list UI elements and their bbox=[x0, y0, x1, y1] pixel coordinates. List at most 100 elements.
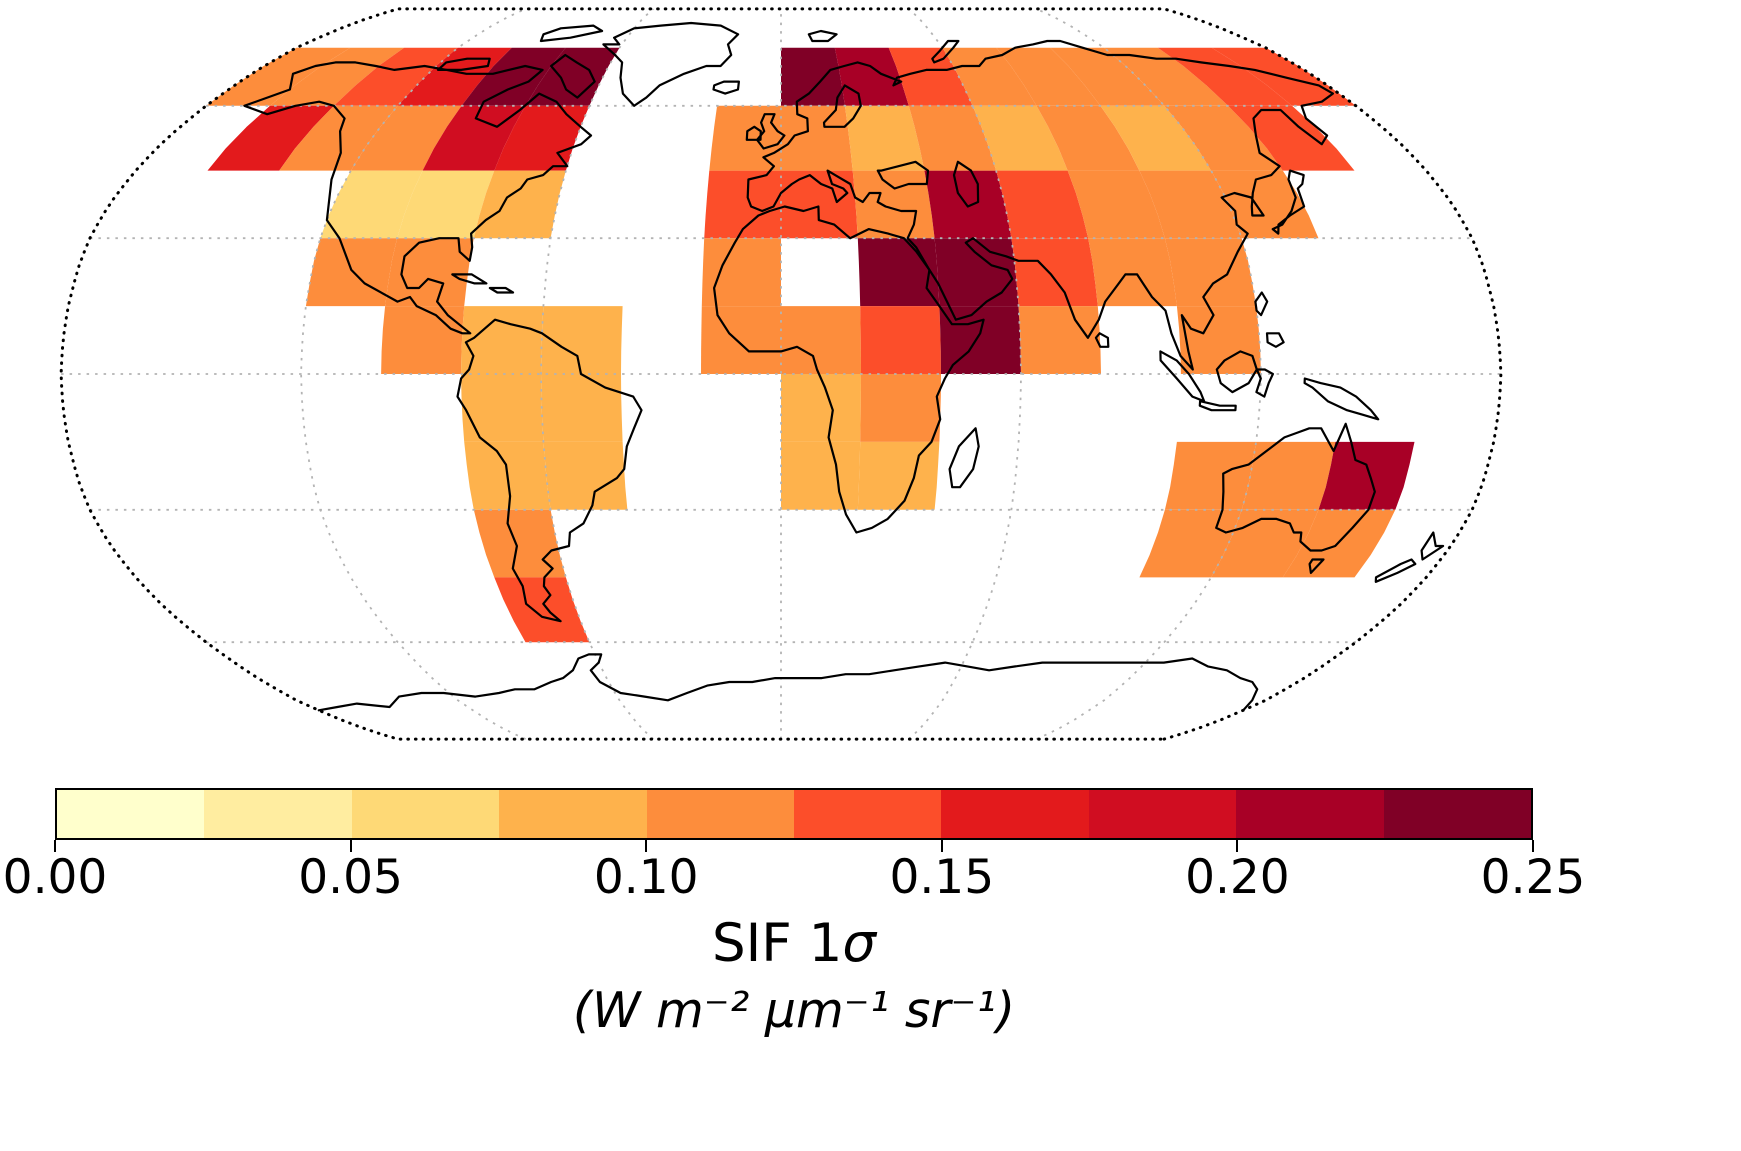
map-cell bbox=[908, 105, 997, 171]
map-cell bbox=[206, 47, 351, 106]
map-cells bbox=[206, 47, 1415, 643]
colorbar-segment bbox=[794, 790, 942, 838]
colorbar-tick-label: 0.05 bbox=[298, 850, 403, 905]
map-cell bbox=[781, 374, 861, 442]
coastline-path bbox=[436, 57, 491, 71]
map-cell bbox=[320, 170, 423, 239]
colorbar-segment bbox=[1383, 790, 1532, 838]
map-cell bbox=[1018, 306, 1101, 374]
coastline-path bbox=[948, 427, 980, 489]
map-cell bbox=[1067, 170, 1165, 239]
coastline-path bbox=[550, 53, 596, 99]
colorbar-tick-label: 0.10 bbox=[593, 850, 699, 905]
map-cell bbox=[860, 306, 941, 374]
colorbar-segment bbox=[1088, 790, 1237, 838]
graticule-meridian bbox=[540, 8, 654, 740]
coastline-path bbox=[451, 273, 488, 285]
map-cell bbox=[996, 47, 1101, 106]
map-cell bbox=[996, 170, 1089, 239]
map-cell bbox=[1164, 105, 1283, 171]
map-cell bbox=[852, 170, 935, 239]
colorbar-tick-label: 0.25 bbox=[1480, 850, 1586, 905]
map-cell bbox=[350, 105, 462, 171]
map-cell bbox=[1228, 105, 1355, 171]
colorbar-tick-mark bbox=[1532, 840, 1534, 852]
colorbar-label-text: SIF 1 bbox=[712, 913, 843, 974]
graticule-meridian bbox=[1036, 8, 1262, 740]
coastline-path bbox=[456, 318, 643, 623]
map-cell bbox=[1164, 238, 1257, 307]
colorbar-segment bbox=[204, 790, 352, 838]
map-cell bbox=[333, 47, 458, 106]
graticule-meridian bbox=[908, 8, 1022, 740]
map-cell bbox=[270, 47, 405, 106]
map-cell bbox=[934, 238, 1019, 307]
coastline-path bbox=[1094, 332, 1110, 348]
map-cell bbox=[541, 374, 623, 442]
map-cell bbox=[541, 306, 623, 374]
coastline-path bbox=[1198, 400, 1237, 412]
graticule-meridian bbox=[300, 8, 526, 740]
map-cell bbox=[1164, 441, 1257, 510]
map-cell bbox=[494, 577, 590, 643]
map-cell bbox=[422, 105, 526, 171]
colorbar-tick-mark bbox=[349, 840, 352, 852]
map-cell bbox=[1139, 170, 1242, 239]
coastline-path bbox=[1254, 291, 1269, 317]
colorbar-segment bbox=[1236, 790, 1384, 838]
colorbar-ticks: 0.00 0.05 0.10 0.15 0.20 0.25 bbox=[3, 850, 1586, 908]
coastline-path bbox=[822, 84, 862, 128]
colorbar-units: (W m⁻² μm⁻¹ sr⁻¹) bbox=[572, 982, 1016, 1039]
coastline-path bbox=[745, 125, 762, 141]
coastline-path bbox=[317, 653, 1259, 712]
map-cell bbox=[461, 306, 544, 374]
colorbar-area bbox=[54, 788, 1534, 854]
map-cell bbox=[1241, 441, 1336, 510]
map-cell bbox=[709, 105, 781, 171]
map-cell bbox=[1100, 105, 1212, 171]
map-cell bbox=[1104, 47, 1229, 106]
map-cell bbox=[207, 105, 334, 171]
colorbar-tick-label: 0.15 bbox=[889, 850, 995, 905]
map-cell bbox=[1050, 47, 1165, 106]
map-cell bbox=[1036, 105, 1140, 171]
colorbar-label-sigma: σ bbox=[842, 913, 876, 974]
coastline-path bbox=[713, 205, 985, 534]
coastline-path bbox=[931, 39, 960, 64]
coastline-path bbox=[876, 160, 930, 190]
coastline-path bbox=[1271, 169, 1306, 235]
map-cell bbox=[1157, 47, 1292, 106]
map-cell bbox=[381, 306, 465, 374]
map-cell bbox=[494, 105, 590, 171]
colorbar-segment bbox=[646, 790, 795, 838]
colorbar-tick-mark bbox=[940, 840, 943, 852]
map-cell bbox=[857, 238, 940, 307]
map-cell bbox=[972, 105, 1068, 171]
coastline-path bbox=[1374, 558, 1417, 583]
colorbar-segment bbox=[57, 790, 205, 838]
coastlines bbox=[243, 21, 1445, 712]
colorbar-segment bbox=[941, 790, 1089, 838]
colorbar-tick-mark bbox=[1236, 840, 1239, 852]
map-cell bbox=[704, 170, 781, 239]
map-cell bbox=[397, 170, 495, 239]
coastline-path bbox=[243, 61, 593, 335]
colorbar-tick-mark bbox=[54, 840, 56, 852]
map-cell bbox=[888, 47, 973, 106]
map-cell bbox=[924, 170, 1012, 239]
map-cell bbox=[1318, 441, 1415, 510]
coastline-path bbox=[602, 21, 740, 107]
coastline-path bbox=[1255, 368, 1274, 398]
map-cell bbox=[781, 441, 861, 510]
coastline-path bbox=[1215, 422, 1376, 552]
map-cell bbox=[939, 306, 1021, 374]
coastline-path bbox=[746, 39, 1334, 371]
map-cell bbox=[857, 441, 940, 510]
colorbar-tick-mark bbox=[645, 840, 648, 852]
coastline-path bbox=[1265, 332, 1285, 348]
coastline-path bbox=[712, 80, 740, 95]
colorbar-tick-label: 0.20 bbox=[1185, 850, 1290, 905]
map-cell bbox=[781, 306, 861, 374]
coastline-path bbox=[756, 113, 786, 150]
